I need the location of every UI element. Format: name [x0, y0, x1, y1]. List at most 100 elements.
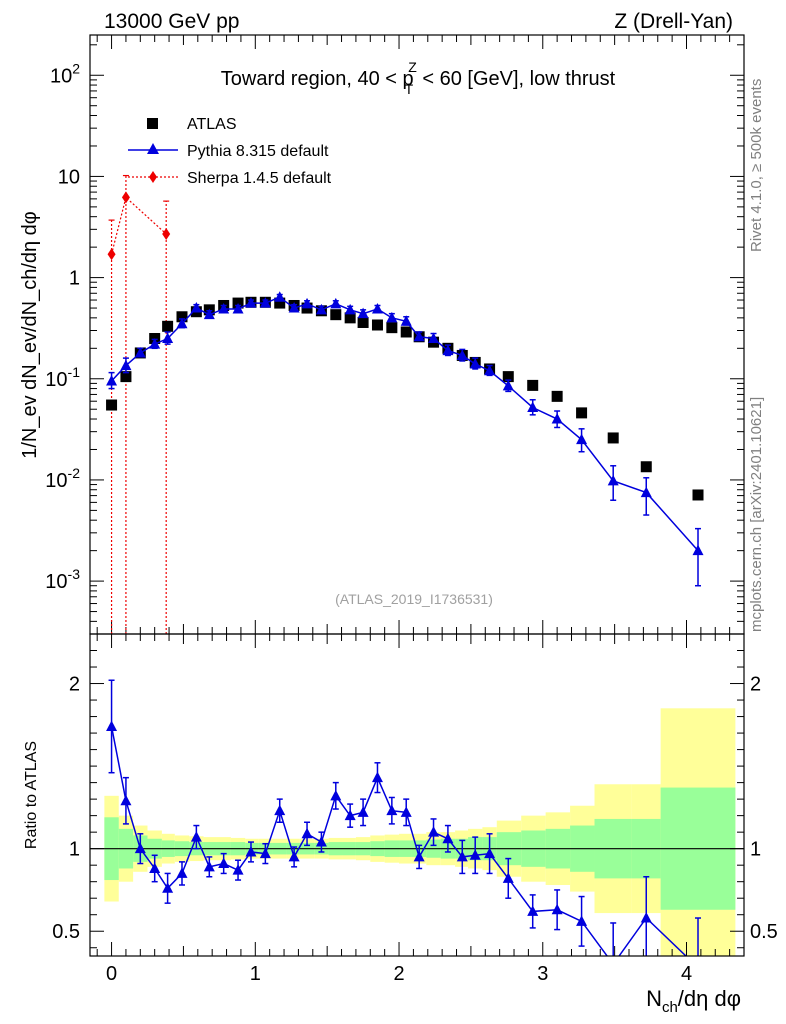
pythia-point: [413, 330, 425, 342]
ratio-panel: 0.5 0.5 1 1 2 2 0 1 2 3 4 Ratio to ATLAS Nch/dη dφ: [23, 633, 778, 1016]
ratio-ytick-label: 2: [69, 674, 80, 696]
main-ytick-label: 1: [69, 268, 80, 290]
pythia-point: [245, 297, 257, 308]
pythia-point: [203, 308, 215, 320]
pythia-point: [218, 302, 230, 314]
main-ytick-label: 10: [58, 166, 80, 188]
ratio-pythia-point: [551, 903, 563, 915]
sherpa-point: [162, 227, 171, 240]
pythia-point: [640, 486, 652, 498]
atlas-point: [176, 311, 188, 323]
atlas-point: [576, 407, 588, 419]
title-sub: T: [405, 81, 414, 97]
ratio-pythia-point: [371, 771, 383, 783]
pythia-point: [344, 303, 356, 315]
xlabel-main: N: [646, 986, 662, 1011]
pythia-point: [259, 297, 271, 308]
pythia-point: [315, 303, 327, 315]
ratio-series-group: [106, 679, 704, 973]
ratio-ytick-label: 0.5: [52, 921, 80, 943]
ratio-xtick-label: 0: [106, 963, 117, 985]
pythia-point: [357, 307, 369, 319]
pythia-point: [371, 302, 383, 314]
ratio-xtick-label: 2: [393, 963, 404, 985]
main-ylabel: 1/N_ev dN_ev/dN_ch/dη dφ: [19, 211, 41, 459]
atlas-point: [330, 309, 342, 321]
ratio-pythia-point: [357, 806, 369, 817]
pythia-point: [134, 346, 146, 358]
ratio-ytick-label-right: 0.5: [750, 921, 778, 943]
pythia-point: [400, 315, 412, 326]
atlas-point: [692, 489, 704, 501]
ratio-pythia-point: [330, 789, 342, 801]
ratio-pythia-point: [259, 847, 271, 859]
ratio-xtick-label: 3: [537, 963, 548, 985]
atlas-point: [386, 322, 398, 334]
ratio-pythia-point: [315, 836, 327, 847]
atlas-point: [371, 319, 383, 331]
atlas-point: [607, 432, 619, 444]
ratio-pythia-point: [106, 720, 118, 731]
pythia-point: [120, 359, 132, 371]
pythia-point: [106, 375, 118, 386]
pythia-point: [162, 332, 174, 344]
pythia-point: [484, 364, 496, 376]
ratio-pythia-point: [693, 962, 704, 973]
ratio-pythia-point: [442, 832, 454, 844]
title-sup: Z: [408, 59, 417, 75]
pythia-point: [607, 474, 619, 486]
mcplots-label: mcplots.cern.ch [arXiv:2401.10621]: [748, 397, 765, 632]
rivet-label: Rivet 4.1.0, ≥ 500k events: [748, 79, 765, 252]
legend-marker-atlas: [147, 118, 158, 129]
ratio-ytick-label-right: 2: [750, 674, 761, 696]
pythia-point: [502, 379, 514, 391]
analysis-watermark: (ATLAS_2019_I1736531): [335, 591, 493, 607]
ratio-pythia-point: [576, 915, 588, 926]
pythia-point: [442, 344, 454, 356]
atlas-point: [502, 371, 514, 383]
xlabel-rest: /dη dφ: [678, 986, 741, 1011]
ratio-pythia-point: [469, 849, 481, 860]
pythia-point: [190, 302, 202, 313]
ratio-plot-area: 0.5 0.5 1 1 2 2 0 1 2 3 4: [52, 634, 778, 985]
pythia-point: [274, 291, 286, 302]
pythia-point: [456, 349, 468, 360]
ratio-pythia-point: [502, 872, 514, 883]
ratio-pythia-point: [176, 867, 188, 878]
ratio-pythia-point: [301, 827, 313, 839]
ratio-pythia-point: [527, 905, 539, 916]
ratio-pythia-point: [245, 845, 257, 857]
main-title: Toward region, 40 < pTZ < 60 [GeV], low …: [221, 59, 616, 97]
ratio-pythia-point: [484, 847, 496, 859]
atlas-point: [120, 371, 132, 383]
ratio-pythia-point: [162, 882, 174, 893]
ratio-pythia-point: [288, 850, 300, 862]
ratio-pythia-point: [218, 857, 230, 869]
atlas-point: [357, 316, 369, 328]
ratio-pythia-point: [120, 794, 132, 806]
ratio-ylabel: Ratio to ATLAS: [23, 741, 40, 849]
ratio-xtick-label: 1: [250, 963, 261, 985]
ratio-pythia-point: [428, 826, 440, 837]
legend-label-pythia: Pythia 8.315 default: [187, 143, 329, 160]
pythia-point: [692, 544, 704, 556]
main-panel: 10-3 10-2 10-1 1 10 102 Toward region, 40 < p…: [19, 34, 745, 635]
ratio-pythia-point: [232, 864, 244, 875]
pythia-point: [469, 357, 481, 369]
main-ytick-label: 10-2: [45, 465, 80, 492]
legend-marker-sherpa: [149, 171, 157, 183]
main-ytick-label: 102: [50, 60, 80, 87]
pythia-point: [232, 302, 244, 314]
atlas-point: [344, 312, 356, 324]
ratio-frame: [89, 633, 745, 957]
ratio-pythia-point: [149, 862, 161, 873]
legend-label-sherpa: Sherpa 1.4.5 default: [187, 170, 332, 187]
ratio-xtick-label: 4: [681, 963, 692, 985]
energy-label: 13000 GeV pp: [104, 10, 239, 33]
sherpa-line: [110, 196, 167, 255]
atlas-point: [274, 297, 286, 309]
atlas-point: [400, 326, 412, 338]
ratio-pythia-point: [386, 804, 398, 816]
pythia-point: [330, 297, 342, 309]
ratio-pythia-point: [400, 806, 412, 817]
